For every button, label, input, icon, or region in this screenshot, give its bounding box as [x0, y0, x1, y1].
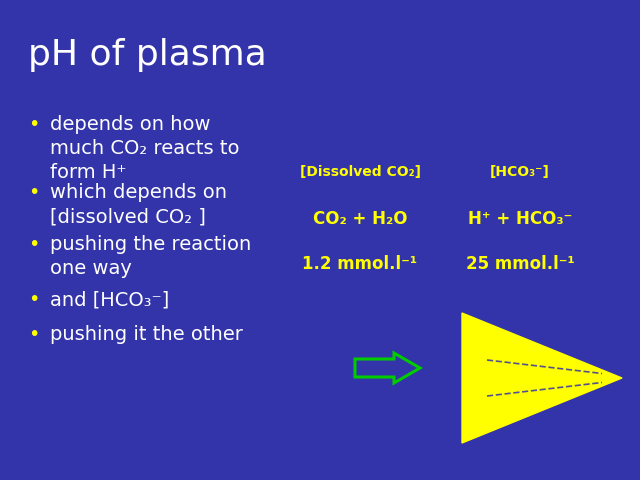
Text: pushing the reaction
one way: pushing the reaction one way — [50, 235, 252, 278]
Text: and [HCO₃⁻]: and [HCO₃⁻] — [50, 290, 169, 309]
Text: pH of plasma: pH of plasma — [28, 38, 267, 72]
Text: [Dissolved CO₂]: [Dissolved CO₂] — [300, 165, 420, 179]
Text: 1.2 mmol.l⁻¹: 1.2 mmol.l⁻¹ — [303, 255, 417, 273]
Text: H⁺ + HCO₃⁻: H⁺ + HCO₃⁻ — [468, 210, 572, 228]
Text: •: • — [28, 325, 40, 344]
Text: pushing it the other: pushing it the other — [50, 325, 243, 344]
Text: •: • — [28, 290, 40, 309]
Text: 25 mmol.l⁻¹: 25 mmol.l⁻¹ — [466, 255, 574, 273]
Text: which depends on
[dissolved CO₂ ]: which depends on [dissolved CO₂ ] — [50, 183, 227, 226]
Text: •: • — [28, 183, 40, 202]
Text: CO₂ + H₂O: CO₂ + H₂O — [313, 210, 407, 228]
Text: [HCO₃⁻]: [HCO₃⁻] — [490, 165, 550, 179]
Text: depends on how
much CO₂ reacts to
form H⁺: depends on how much CO₂ reacts to form H… — [50, 115, 239, 182]
Text: •: • — [28, 235, 40, 254]
Polygon shape — [462, 313, 622, 443]
Text: •: • — [28, 115, 40, 134]
